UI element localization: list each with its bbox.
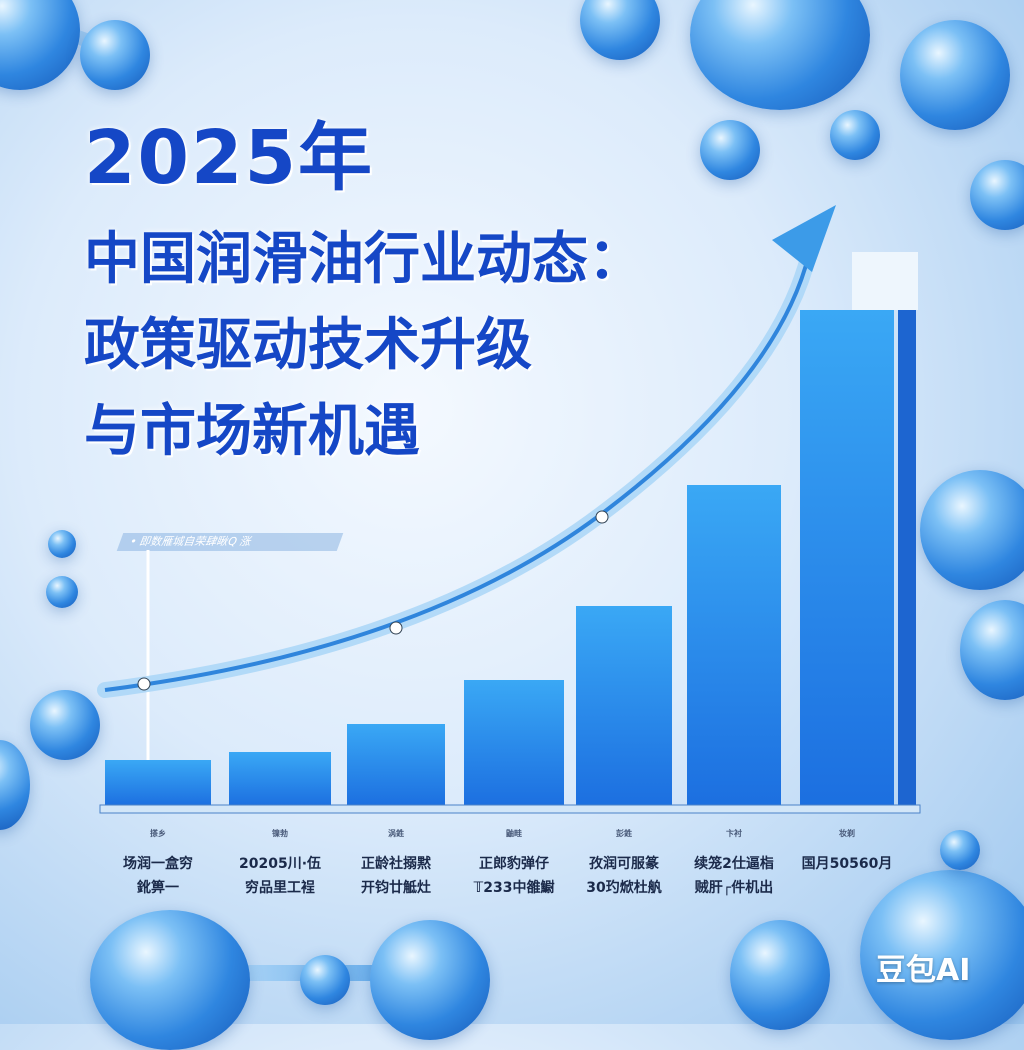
bar: [687, 485, 781, 806]
category-label: 镍勃 20205川·伍 穷品里工裎: [220, 828, 340, 900]
title-year: 2025年: [84, 115, 374, 201]
category-label-small: 涡鉎: [388, 829, 404, 838]
category-label-line1: 场润一盒穷: [123, 856, 193, 872]
watermark-logo: 豆包AI: [876, 953, 971, 988]
category-label-line2: 鈋箅一: [137, 880, 179, 896]
bar: [229, 752, 331, 806]
category-label-line2: 开钧廿觝灶: [361, 880, 431, 896]
category-label: 卞衬续笼2仕逼栺 贼肝┌件机出: [674, 828, 794, 900]
bar: [105, 760, 211, 806]
category-label: 涡鉎正龄社搦黙开钧廿觝灶: [336, 828, 456, 900]
title-line-2: 中国润滑油行业动态：: [84, 227, 644, 292]
trend-point: [137, 677, 151, 691]
bar-chart: [97, 205, 921, 814]
category-label-small: 妆剃: [839, 829, 855, 838]
bar: [347, 724, 445, 806]
trend-point: [595, 510, 609, 524]
title-line-4: 与市场新机遇: [84, 399, 420, 464]
category-label-line2: 穷品里工裎: [245, 880, 315, 896]
category-label-small: 彭鉎: [616, 829, 632, 838]
trend-arrow-head: [772, 205, 836, 272]
trend-point: [389, 621, 403, 635]
bar: [800, 310, 894, 806]
category-label-line1: 正龄社搦黙: [361, 856, 431, 872]
category-label-line1: 国月50560月: [801, 856, 893, 872]
category-label: 搽乡场润一盒穷鈋箅一: [98, 828, 218, 900]
category-label-line2: 𝕋233中雒䲁: [473, 880, 555, 896]
baseline: [99, 804, 921, 814]
title-line-3: 政策驱动技术升级: [84, 313, 532, 378]
category-label-line1: 20205川·伍: [238, 856, 322, 872]
bar-cap: [852, 252, 918, 310]
category-label-small: 镍勃: [272, 829, 288, 838]
bar: [576, 606, 672, 806]
category-label-small: 卞衬: [726, 829, 742, 838]
category-label: 鼬畦正郎豹弹仔 𝕋233中雒䲁: [454, 828, 574, 900]
category-label-small: 搽乡: [150, 829, 166, 838]
trend-arrow-line: [104, 249, 812, 692]
category-label-line1: 续笼2仕逼栺: [694, 856, 774, 872]
category-label: 妆剃国月50560月: [787, 828, 907, 876]
category-label-line2: 贼肝┌件机出: [694, 880, 774, 896]
category-label-small: 鼬畦: [506, 829, 522, 838]
bar-side: [898, 310, 916, 806]
category-label-line2: 30玓焮杜舧: [586, 880, 662, 896]
bar: [464, 680, 564, 806]
category-label: 彭鉎孜润可服篆 30玓焮杜舧: [564, 828, 684, 900]
category-label-line1: 孜润可服篆: [589, 856, 659, 872]
category-label-line1: 正郎豹弹仔: [479, 856, 549, 872]
